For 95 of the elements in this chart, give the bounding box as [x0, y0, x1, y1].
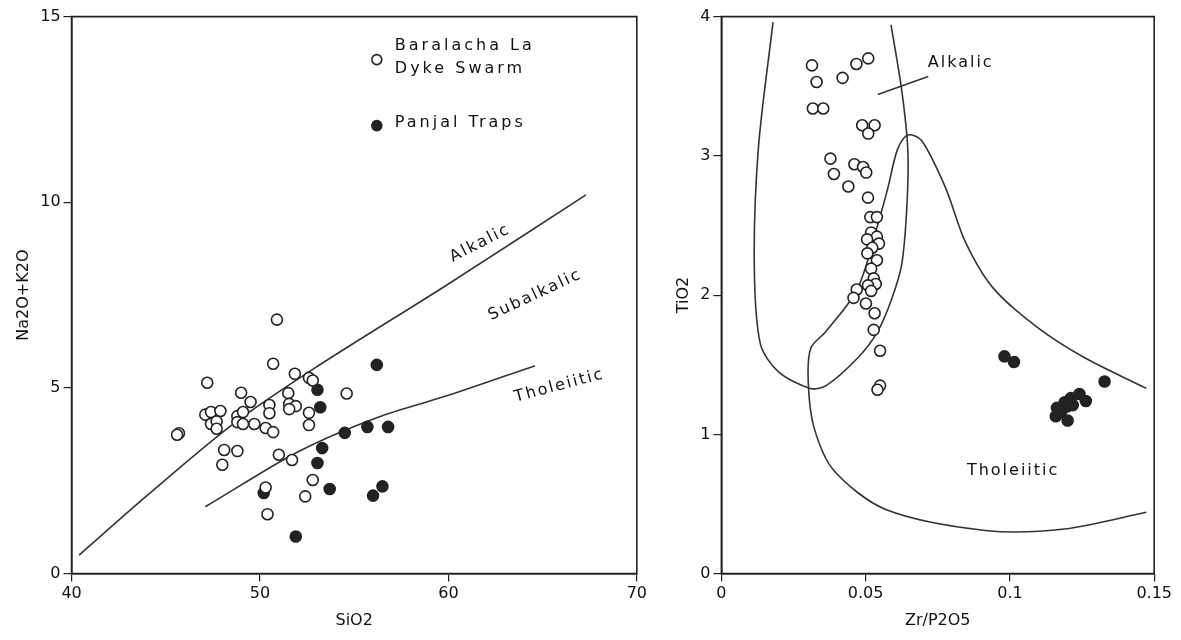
point [864, 284, 878, 298]
legend-label: Panjal Traps [394, 111, 526, 131]
point [1079, 394, 1093, 408]
point [870, 210, 884, 224]
point [868, 118, 881, 132]
x-tick-label: 0.1 [997, 583, 1023, 603]
y-tick-label: 0 [50, 562, 61, 582]
point [288, 367, 302, 381]
point [816, 102, 830, 115]
x-tick-label: 60 [438, 583, 459, 603]
point [376, 480, 389, 493]
point [281, 386, 295, 400]
y-axis-title: TiO2 [672, 276, 692, 315]
point [873, 344, 887, 358]
point [827, 167, 841, 181]
point [214, 404, 227, 418]
point [338, 426, 352, 440]
point [236, 417, 250, 431]
point [847, 291, 860, 305]
point [805, 59, 819, 72]
x-tick-label: 0 [716, 583, 727, 603]
y-tick-label: 0 [700, 562, 711, 582]
point [870, 253, 884, 267]
point [289, 530, 303, 543]
point [231, 444, 244, 458]
point [1061, 414, 1074, 427]
point [282, 402, 296, 416]
point [871, 383, 884, 397]
point [810, 75, 823, 89]
point [311, 383, 324, 397]
point [998, 350, 1011, 363]
x-tick-label: 40 [61, 583, 82, 603]
point [855, 118, 869, 132]
y-tick-label: 2 [700, 284, 711, 304]
point [868, 306, 881, 320]
point [836, 71, 849, 85]
annotation: Alkalic [927, 51, 994, 71]
point [261, 507, 274, 521]
legend-label: Baralacha La Dyke Swarm [394, 34, 535, 77]
y-tick-label: 15 [40, 5, 61, 25]
point [861, 52, 875, 65]
point [272, 448, 286, 462]
y-tick-label: 3 [700, 145, 711, 165]
point [248, 417, 261, 431]
x-tick-label: 0.05 [847, 583, 884, 603]
point [370, 358, 384, 372]
x-tick-label: 70 [626, 583, 647, 603]
point [366, 489, 380, 502]
point [266, 425, 280, 439]
x-tick-label: 50 [249, 583, 271, 603]
point [850, 57, 863, 71]
point [842, 180, 855, 193]
point [867, 323, 881, 337]
point [200, 376, 214, 390]
y-tick-label: 10 [40, 191, 61, 211]
point [361, 420, 374, 434]
y-tick-label: 1 [700, 423, 711, 443]
point [302, 406, 316, 420]
point [270, 313, 284, 326]
x-axis-title: Zr/P2O5 [905, 609, 971, 629]
point [217, 443, 231, 457]
point [1007, 355, 1021, 369]
point [302, 418, 316, 432]
point [313, 400, 327, 414]
point [861, 247, 874, 260]
point [306, 374, 320, 387]
point [263, 406, 276, 420]
point [259, 481, 272, 494]
y-tick-label: 4 [700, 5, 711, 25]
point [859, 297, 873, 310]
point [323, 482, 336, 496]
point [244, 395, 257, 409]
point [861, 127, 875, 140]
point [311, 456, 324, 470]
point [266, 357, 280, 371]
point [216, 458, 229, 472]
point [859, 166, 873, 179]
point [298, 490, 312, 503]
x-axis-title: SiO2 [335, 609, 373, 629]
point [806, 102, 820, 115]
point [236, 405, 250, 419]
x-tick-label: 0.15 [1136, 583, 1172, 603]
annotation: Tholeiitic [965, 459, 1060, 479]
point [234, 386, 248, 400]
point [285, 453, 299, 467]
y-axis-title: Na2O+K2O [12, 249, 32, 341]
point [824, 152, 837, 165]
point [315, 441, 329, 455]
point [1098, 375, 1111, 388]
point [861, 191, 875, 204]
y-tick-label: 5 [50, 377, 61, 397]
point [306, 473, 320, 487]
point [210, 422, 223, 436]
point [340, 387, 353, 400]
point [381, 420, 395, 434]
